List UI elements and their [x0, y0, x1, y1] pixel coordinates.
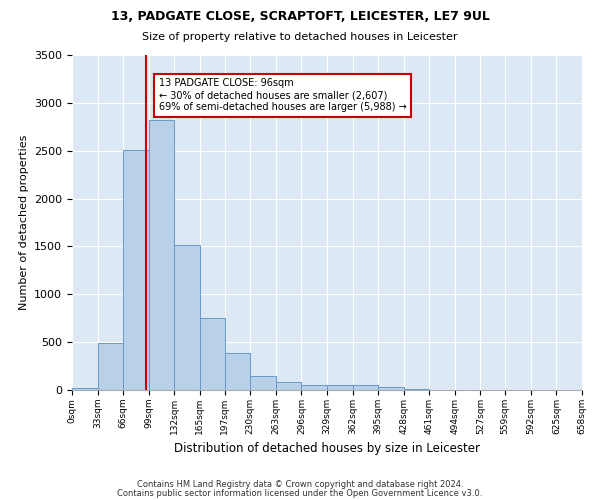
Text: Contains HM Land Registry data © Crown copyright and database right 2024.: Contains HM Land Registry data © Crown c…: [137, 480, 463, 489]
Bar: [353, 384, 378, 390]
Y-axis label: Number of detached properties: Number of detached properties: [19, 135, 29, 310]
Bar: [250, 376, 276, 390]
Bar: [276, 382, 301, 390]
Bar: [98, 343, 123, 390]
Bar: [301, 384, 327, 390]
Text: 13, PADGATE CLOSE, SCRAPTOFT, LEICESTER, LE7 9UL: 13, PADGATE CLOSE, SCRAPTOFT, LEICESTER,…: [110, 10, 490, 23]
Bar: [123, 150, 149, 390]
X-axis label: Distribution of detached houses by size in Leicester: Distribution of detached houses by size …: [174, 442, 480, 456]
Bar: [224, 352, 250, 390]
Bar: [200, 318, 224, 390]
Bar: [72, 388, 98, 390]
Bar: [149, 120, 175, 390]
Bar: [404, 388, 430, 390]
Text: Contains public sector information licensed under the Open Government Licence v3: Contains public sector information licen…: [118, 488, 482, 498]
Text: 13 PADGATE CLOSE: 96sqm
← 30% of detached houses are smaller (2,607)
69% of semi: 13 PADGATE CLOSE: 96sqm ← 30% of detache…: [158, 78, 406, 112]
Bar: [175, 245, 200, 390]
Bar: [327, 384, 353, 390]
Bar: [378, 386, 404, 390]
Text: Size of property relative to detached houses in Leicester: Size of property relative to detached ho…: [142, 32, 458, 42]
